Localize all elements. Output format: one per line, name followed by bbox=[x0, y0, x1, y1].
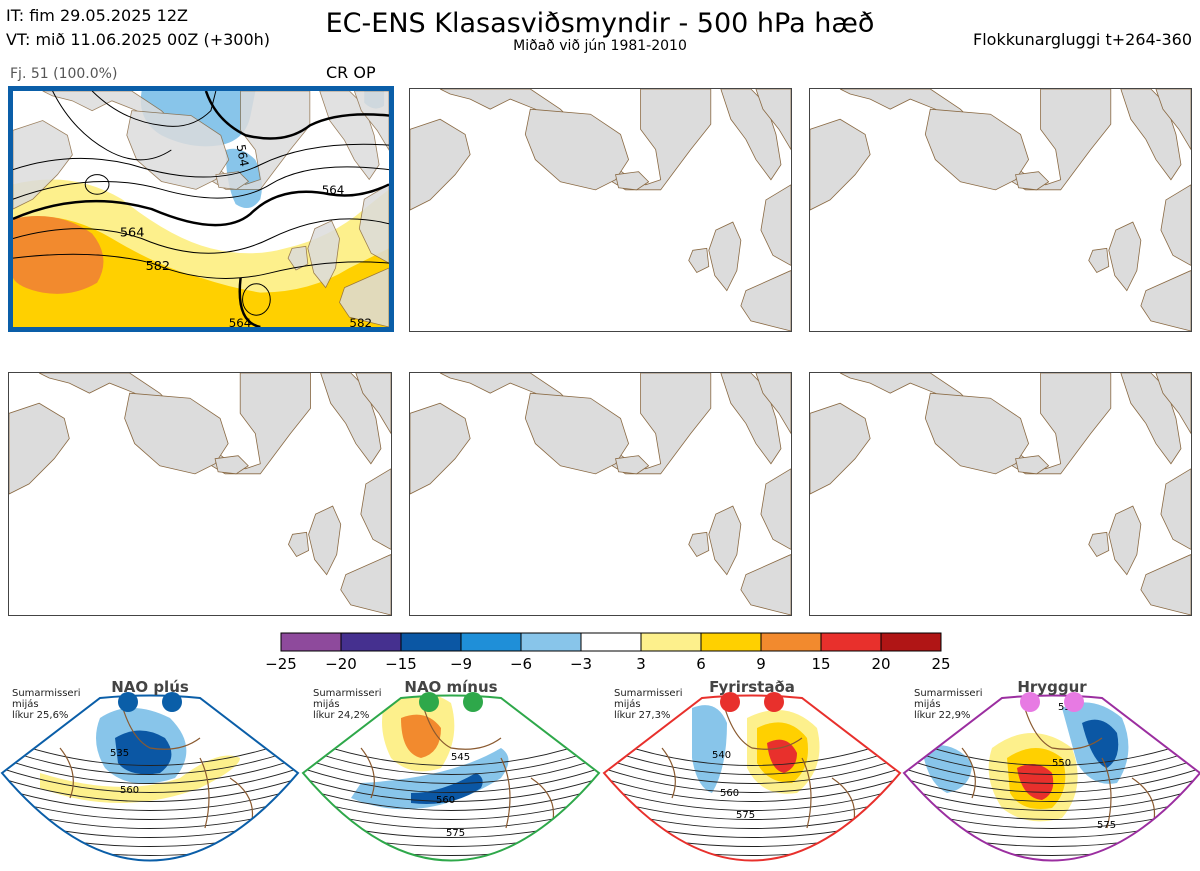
map-panel bbox=[9, 373, 391, 615]
colorbar-segment bbox=[640, 632, 702, 652]
cluster-panel-6[interactable] bbox=[809, 372, 1192, 616]
regime-panel-4: 530550575HryggurSumarmisserimijáslíkur 2… bbox=[902, 678, 1200, 868]
colorbar-tick-label: −9 bbox=[449, 655, 473, 673]
contour-label: 564 bbox=[234, 143, 252, 168]
regime-info-line: Sumarmisseri bbox=[313, 688, 382, 699]
regime-info: Sumarmisseri mijás líkur 22,9% bbox=[914, 688, 982, 721]
contour-label: 582 bbox=[349, 316, 372, 327]
colorbar-segment bbox=[820, 632, 882, 652]
regime-info-line: líkur 25,6% bbox=[12, 710, 69, 721]
initial-time: IT: fim 29.05.2025 12Z bbox=[6, 6, 188, 25]
regime-marker-icon bbox=[720, 692, 740, 712]
contour-label: 582 bbox=[146, 259, 171, 274]
cluster-panel-3[interactable] bbox=[809, 88, 1192, 332]
colorbar-segment bbox=[400, 632, 462, 652]
regime-title: NAO plús bbox=[111, 678, 189, 696]
member-info: Fj. 51 (100.0%) bbox=[10, 66, 118, 82]
regime-info-line: mijás bbox=[614, 699, 641, 710]
page-subtitle: Miðað við jún 1981-2010 bbox=[513, 38, 687, 54]
regime-contour-label: 550 bbox=[1052, 758, 1071, 769]
colorbar-tick-label: −6 bbox=[509, 655, 533, 673]
regime-info-line: mijás bbox=[12, 699, 39, 710]
regime-contour-label: 540 bbox=[712, 750, 731, 761]
regime-marker-icon bbox=[463, 692, 483, 712]
regime-contour-label: 535 bbox=[110, 748, 129, 759]
regime-contour-label: 575 bbox=[1097, 820, 1116, 831]
colorbar-tick-label: 25 bbox=[931, 655, 951, 673]
colorbar-tick-label: 3 bbox=[636, 655, 646, 673]
regime-info-line: mijás bbox=[313, 699, 340, 710]
colorbar-tick-label: 9 bbox=[756, 655, 766, 673]
colorbar-segment bbox=[340, 632, 402, 652]
regime-info-line: Sumarmisseri bbox=[914, 688, 983, 699]
cluster-panel-2[interactable] bbox=[409, 88, 792, 332]
regime-info-line: líkur 22,9% bbox=[914, 710, 971, 721]
colorbar-tick-label: −20 bbox=[325, 655, 357, 673]
regime-panel-1: 535 560 NAO plús Sumarmisseri mijás líkur 25,… bbox=[0, 678, 300, 868]
regime-info-line: mijás bbox=[914, 699, 941, 710]
regime-title: Hryggur bbox=[1017, 678, 1087, 696]
contour-label: 564 bbox=[120, 226, 145, 241]
colorbar-tick-label: 15 bbox=[811, 655, 831, 673]
valid-time: VT: mið 11.06.2025 00Z (+300h) bbox=[6, 30, 271, 49]
header-times: IT: fim 29.05.2025 12Z VT: mið 11.06.202… bbox=[6, 4, 270, 52]
regime-marker-icon bbox=[1064, 692, 1084, 712]
regime-info-line: Sumarmisseri bbox=[614, 688, 683, 699]
regime-marker-icon bbox=[162, 692, 182, 712]
regime-contour-label: 545 bbox=[451, 752, 470, 763]
regime-marker-icon bbox=[118, 692, 138, 712]
regime-marker-icon bbox=[764, 692, 784, 712]
cluster-panel-5[interactable] bbox=[409, 372, 792, 616]
page-title: EC-ENS Klasasviðsmyndir - 500 hPa hæð bbox=[325, 8, 875, 39]
regime-contour-label: 560 bbox=[720, 788, 739, 799]
colorbar-tick-label: −15 bbox=[385, 655, 417, 673]
regime-contour-label: 560 bbox=[120, 785, 139, 796]
contour-label: 564 bbox=[229, 316, 252, 327]
colorbar bbox=[280, 632, 944, 658]
regime-contour-label: 575 bbox=[736, 810, 755, 821]
regime-title: NAO mínus bbox=[404, 678, 498, 696]
regime-info: Sumarmisseri mijás líkur 25,6% bbox=[12, 688, 80, 721]
cluster-panel-4[interactable] bbox=[8, 372, 392, 616]
colorbar-segment bbox=[580, 632, 642, 652]
regime-info: Sumarmisseri mijás líkur 24,2% bbox=[313, 688, 381, 721]
colorbar-tick-label: 6 bbox=[696, 655, 706, 673]
colorbar-segment bbox=[700, 632, 762, 652]
colorbar-segment bbox=[520, 632, 582, 652]
regime-info-line: líkur 24,2% bbox=[313, 710, 370, 721]
cluster-tag: CR OP bbox=[326, 63, 376, 82]
regime-info: Sumarmisseri mijás líkur 27,3% bbox=[614, 688, 682, 721]
contour-label: 564 bbox=[322, 183, 345, 197]
colorbar-tick-label: −3 bbox=[569, 655, 593, 673]
regime-panel-3: 540 560 575 Fyrirstaða Sumarmisseri mijás líku… bbox=[602, 678, 902, 868]
map-panel bbox=[810, 373, 1191, 615]
map-panel bbox=[410, 373, 791, 615]
regime-info-line: líkur 27,3% bbox=[614, 710, 671, 721]
map-panel bbox=[410, 89, 791, 331]
regime-contour-label: 560 bbox=[436, 795, 455, 806]
colorbar-segment bbox=[880, 632, 942, 652]
colorbar-segment bbox=[280, 632, 342, 652]
colorbar-tick-label: 20 bbox=[871, 655, 891, 673]
regime-info-line: Sumarmisseri bbox=[12, 688, 81, 699]
regime-marker-icon bbox=[419, 692, 439, 712]
map-panel bbox=[810, 89, 1191, 331]
regime-title: Fyrirstaða bbox=[709, 678, 795, 696]
colorbar-segment bbox=[460, 632, 522, 652]
regime-marker-icon bbox=[1020, 692, 1040, 712]
regime-panel-2: 545 560 575 NAO mínus Sumarmisseri mijás líkur… bbox=[301, 678, 601, 868]
colorbar-segment bbox=[760, 632, 822, 652]
cluster-panel-1[interactable]: 564 582 564 564 582 564 bbox=[8, 86, 394, 332]
colorbar-tick-label: −25 bbox=[265, 655, 297, 673]
classification-window: Flokkunargluggi t+264-360 bbox=[973, 30, 1192, 49]
regime-contour-label: 575 bbox=[446, 828, 465, 839]
